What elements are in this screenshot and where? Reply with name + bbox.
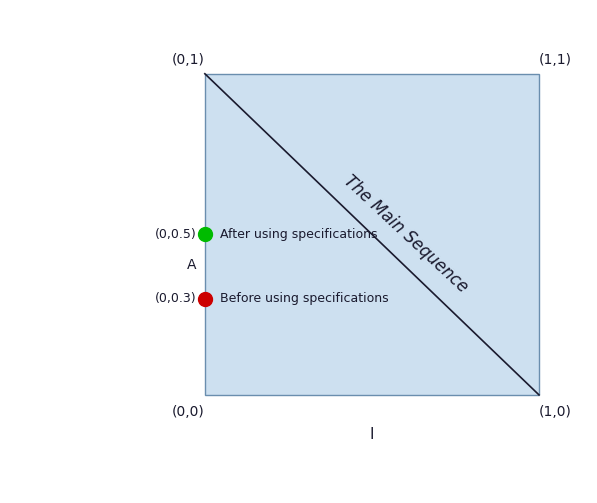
Text: (0,0.5): (0,0.5) (155, 228, 196, 241)
Text: (0,1): (0,1) (172, 53, 205, 67)
Text: Before using specifications: Before using specifications (220, 292, 389, 305)
Text: After using specifications: After using specifications (220, 228, 377, 241)
Text: (0,0.3): (0,0.3) (155, 292, 196, 305)
Text: (1,1): (1,1) (539, 53, 572, 67)
Point (200, 230, 210, 238)
Text: (1,0): (1,0) (539, 404, 572, 418)
Text: A: A (187, 259, 196, 273)
Point (200, 295, 210, 303)
Text: The Main Sequence: The Main Sequence (340, 172, 471, 296)
Text: I: I (370, 427, 374, 442)
Text: (0,0): (0,0) (172, 404, 205, 418)
Bar (205, 74, 539, 395)
